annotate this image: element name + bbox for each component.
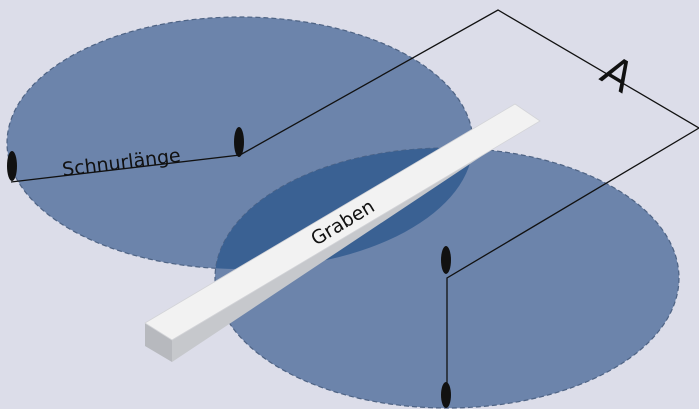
cord-line-left — [10, 9, 699, 183]
stake-left-center — [234, 127, 244, 157]
stake-right-center — [441, 246, 451, 274]
trench-top-face — [144, 103, 541, 341]
trench-end-face — [145, 323, 172, 362]
stake-left-edge — [7, 151, 17, 181]
stake-right-bottom — [441, 382, 451, 408]
cord-line-right — [446, 127, 699, 390]
distance-label: A — [593, 46, 643, 103]
